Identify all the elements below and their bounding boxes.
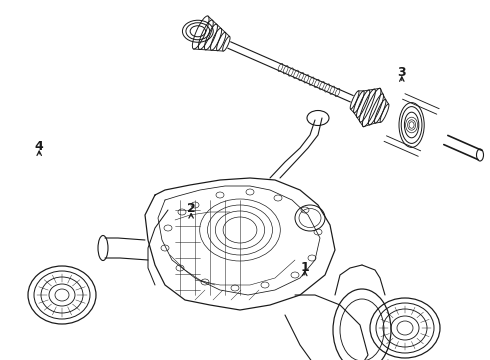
Ellipse shape [291,272,299,278]
Text: 3: 3 [397,66,406,79]
Ellipse shape [246,189,254,195]
Ellipse shape [216,192,224,198]
Ellipse shape [314,229,322,235]
Text: 2: 2 [187,202,196,215]
Ellipse shape [164,225,172,231]
Ellipse shape [231,285,239,291]
Ellipse shape [308,255,316,261]
Ellipse shape [201,279,209,285]
Ellipse shape [176,265,184,271]
Ellipse shape [274,195,282,201]
Text: 4: 4 [35,140,44,153]
Ellipse shape [178,209,186,215]
Ellipse shape [191,202,199,208]
Ellipse shape [161,245,169,251]
Ellipse shape [261,282,269,288]
Text: 1: 1 [300,261,309,274]
Ellipse shape [301,207,309,213]
Ellipse shape [476,149,484,161]
